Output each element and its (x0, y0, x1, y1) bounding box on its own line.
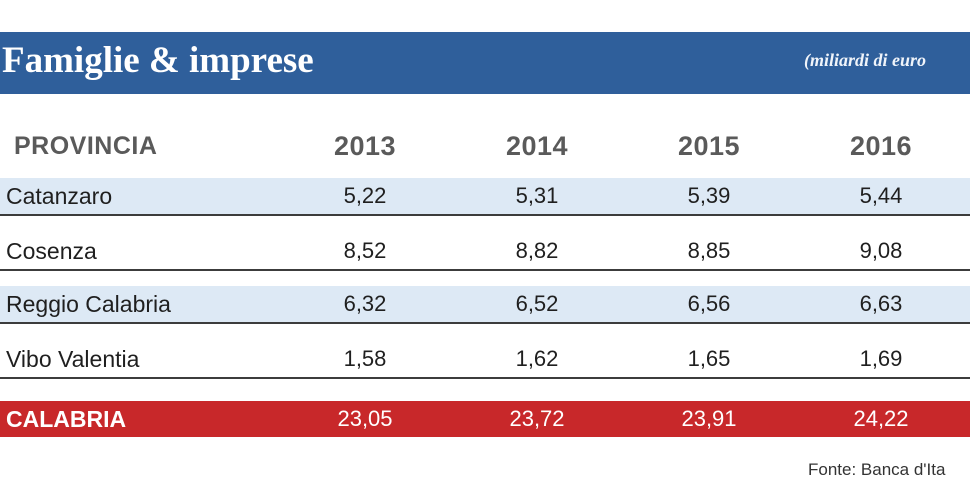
total-value: 23,91 (681, 406, 737, 431)
table-row: Vibo Valentia 1,58 1,62 1,65 1,69 (0, 341, 970, 379)
row-value: 5,31 (515, 183, 559, 208)
row-value: 1,58 (343, 346, 387, 371)
row-value: 6,52 (515, 291, 559, 316)
table-header-row: PROVINCIA 2013 2014 2015 2016 (0, 118, 970, 174)
row-value: 6,56 (687, 291, 731, 316)
row-value: 6,32 (343, 291, 387, 316)
row-value: 1,62 (515, 346, 559, 371)
row-value: 6,63 (859, 291, 903, 316)
table-row: Reggio Calabria 6,32 6,52 6,56 6,63 (0, 286, 970, 324)
table-row: Catanzaro 5,22 5,31 5,39 5,44 (0, 178, 970, 216)
total-row: CALABRIA 23,05 23,72 23,91 24,22 (0, 401, 970, 437)
table-title: Famiglie & imprese (2, 40, 314, 81)
source-note: Fonte: Banca d'Ita (808, 460, 946, 479)
row-provincia: Cosenza (6, 237, 97, 264)
header-year-2013: 2013 (333, 130, 397, 161)
total-label: CALABRIA (6, 405, 127, 432)
row-value: 9,08 (859, 238, 903, 263)
title-bar: Famiglie & imprese (miliardi di euro (0, 32, 970, 94)
header-year-2014: 2014 (505, 130, 569, 161)
row-value: 5,44 (859, 183, 903, 208)
row-value: 8,85 (687, 238, 731, 263)
total-value: 23,05 (337, 406, 393, 431)
table-row: Cosenza 8,52 8,82 8,85 9,08 (0, 233, 970, 271)
unit-note: (miliardi di euro (804, 50, 927, 70)
row-value: 1,65 (687, 346, 731, 371)
row-provincia: Catanzaro (6, 182, 113, 209)
row-value: 5,22 (343, 183, 387, 208)
row-value: 8,52 (343, 238, 387, 263)
total-value: 23,72 (509, 406, 565, 431)
row-provincia: Vibo Valentia (6, 345, 140, 372)
row-value: 1,69 (859, 346, 903, 371)
total-value: 24,22 (853, 406, 909, 431)
row-value: 5,39 (687, 183, 731, 208)
header-year-2016: 2016 (849, 130, 913, 161)
row-value: 8,82 (515, 238, 559, 263)
row-provincia: Reggio Calabria (6, 290, 171, 317)
header-year-2015: 2015 (677, 130, 741, 161)
header-provincia: PROVINCIA (14, 131, 158, 160)
